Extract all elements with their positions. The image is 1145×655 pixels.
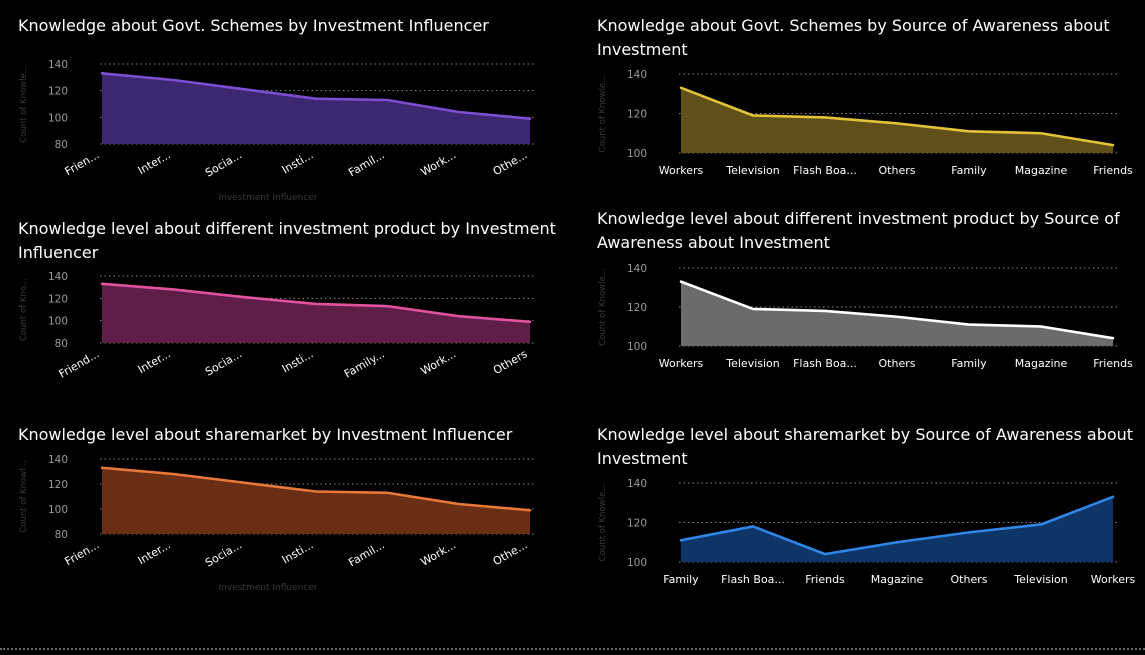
x-tick-label: Inter... (136, 148, 173, 177)
x-tick-label: Insti... (280, 148, 316, 176)
x-tick-label: Flash Boa... (793, 357, 857, 370)
y-tick-label: 100 (627, 557, 647, 569)
chart-panel: Knowledge level about different investme… (597, 207, 1137, 382)
x-tick-label: Socia... (203, 538, 244, 569)
y-tick-label: 120 (627, 302, 647, 314)
y-tick-label: 140 (627, 478, 647, 490)
x-tick-label: Friend... (57, 347, 102, 380)
x-tick-label: Television (725, 164, 780, 177)
y-tick-label: 120 (48, 86, 68, 98)
series-area (681, 496, 1113, 562)
y-tick-label: 140 (48, 454, 68, 466)
x-tick-label: Work... (418, 347, 458, 377)
series-area (102, 283, 530, 343)
x-tick-label: Friends (805, 573, 845, 586)
y-tick-label: 120 (627, 518, 647, 530)
y-tick-label: 100 (48, 504, 68, 516)
x-tick-label: Socia... (203, 347, 244, 378)
y-tick-label: 140 (48, 59, 68, 71)
x-tick-label: Magazine (1015, 164, 1068, 177)
chart-panel: Knowledge level about sharemarket by Inv… (18, 423, 578, 624)
x-tick-label: Work... (418, 538, 458, 568)
x-tick-label: Others (491, 347, 530, 377)
chart-title: Knowledge level about different investme… (18, 219, 556, 262)
series-area (681, 87, 1113, 153)
y-tick-label: 100 (627, 148, 647, 160)
x-tick-label: Insti... (280, 538, 316, 566)
x-tick-label: Flash Boa... (721, 573, 785, 586)
chart-title: Knowledge level about different investme… (597, 209, 1120, 252)
chart-panel: Knowledge level about sharemarket by Sou… (597, 423, 1137, 598)
y-axis-label: Count of Knowle... (19, 65, 29, 143)
y-axis-label: Count of Knowle... (598, 484, 608, 562)
x-tick-label: Family... (342, 347, 387, 380)
chart-svg: 80 100 120 140 Count of Knowle... Frien... Int… (19, 59, 534, 203)
chart-svg: 80 100 120 140 Count of Knowl... Frien... Inte… (19, 454, 534, 593)
y-tick-label: 100 (48, 112, 68, 124)
y-tick-label: 120 (48, 479, 68, 491)
x-axis-label: Investment Influencer (219, 193, 318, 203)
x-tick-label: Magazine (871, 573, 924, 586)
x-tick-label: Others (879, 357, 916, 370)
x-tick-label: Magazine (1015, 357, 1068, 370)
x-axis-label: Investment Influencer (219, 583, 318, 593)
chart-panel: Knowledge about Govt. Schemes by Investm… (18, 14, 578, 219)
x-tick-label: Television (1013, 573, 1068, 586)
chart-title: Knowledge level about sharemarket by Inv… (18, 425, 513, 444)
y-tick-label: 100 (627, 341, 647, 353)
chart-title: Knowledge level about sharemarket by Sou… (597, 425, 1134, 468)
chart-panel: Knowledge about Govt. Schemes by Source … (597, 14, 1137, 189)
chart-panel: Knowledge level about different investme… (18, 217, 578, 390)
x-tick-label: Family (663, 573, 699, 586)
x-tick-label: Famil... (346, 148, 387, 179)
x-tick-label: Workers (1091, 573, 1136, 586)
y-tick-label: 140 (48, 271, 68, 283)
x-tick-label: Othe... (491, 148, 530, 178)
chart-svg: 100 120 140 Count of Knowle... Family Flash B… (598, 478, 1136, 586)
x-tick-label: Flash Boa... (793, 164, 857, 177)
x-tick-label: Workers (659, 357, 704, 370)
x-tick-label: Frien... (63, 538, 102, 568)
y-axis-label: Count of Knowle... (598, 75, 608, 153)
y-tick-label: 120 (48, 293, 68, 305)
chart-svg: 80 100 120 140 Count of Kno... Friend... Inter… (19, 271, 534, 381)
chart-svg: 100 120 140 Count of Knowle... Workers Televi… (598, 69, 1133, 177)
y-axis-label: Count of Knowle... (598, 268, 608, 346)
y-tick-label: 140 (627, 69, 647, 81)
y-tick-label: 80 (55, 338, 68, 350)
bottom-divider (0, 648, 1145, 650)
x-tick-label: Othe... (491, 538, 530, 568)
x-tick-label: Insti... (280, 347, 316, 375)
series-area (681, 281, 1113, 346)
x-tick-label: Television (725, 357, 780, 370)
x-tick-label: Others (951, 573, 988, 586)
x-tick-label: Inter... (136, 538, 173, 567)
chart-title: Knowledge about Govt. Schemes by Investm… (18, 16, 489, 35)
x-tick-label: Workers (659, 164, 704, 177)
x-tick-label: Famil... (346, 538, 387, 569)
y-tick-label: 120 (627, 109, 647, 121)
y-tick-label: 80 (55, 529, 68, 541)
series-area (102, 467, 530, 534)
y-tick-label: 140 (627, 263, 647, 275)
x-tick-label: Work... (418, 148, 458, 178)
x-tick-label: Family (951, 357, 987, 370)
y-axis-label: Count of Kno... (19, 278, 29, 341)
x-tick-label: Frien... (63, 148, 102, 178)
x-tick-label: Friends (1093, 357, 1133, 370)
x-tick-label: Family (951, 164, 987, 177)
y-axis-label: Count of Knowl... (19, 460, 29, 532)
x-tick-label: Socia... (203, 148, 244, 179)
chart-title: Knowledge about Govt. Schemes by Source … (597, 16, 1110, 59)
chart-svg: 100 120 140 Count of Knowle... Workers Televi… (598, 263, 1133, 370)
x-tick-label: Friends (1093, 164, 1133, 177)
y-tick-label: 100 (48, 316, 68, 328)
y-tick-label: 80 (55, 139, 68, 151)
series-area (102, 73, 530, 144)
x-tick-label: Others (879, 164, 916, 177)
x-tick-label: Inter... (136, 347, 173, 376)
